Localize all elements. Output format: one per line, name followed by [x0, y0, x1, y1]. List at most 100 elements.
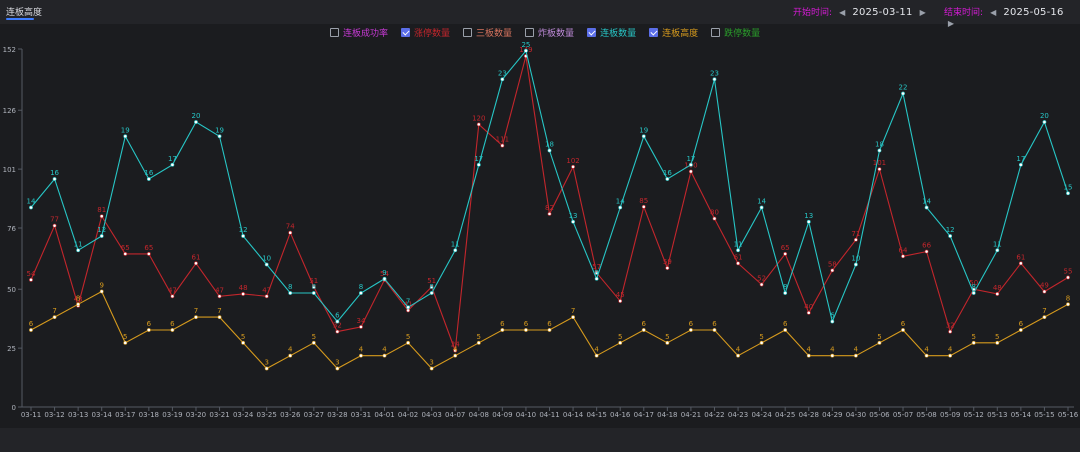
data-label-lianban: 11	[451, 240, 460, 248]
data-point-height	[264, 366, 269, 371]
data-label-lianban: 14	[922, 198, 931, 206]
data-label-height: 5	[312, 333, 316, 341]
prev-start-date-icon[interactable]: ◀	[839, 8, 846, 17]
data-label-lianban: 17	[474, 155, 483, 163]
end-date-value[interactable]: 2025-05-16	[1003, 7, 1064, 18]
data-label-zhangting: 65	[144, 244, 153, 252]
data-point-zhangting	[500, 143, 505, 148]
data-point-height	[689, 328, 693, 332]
data-label-height: 3	[429, 358, 433, 366]
data-label-height: 7	[52, 307, 56, 315]
legend-item-zhaban[interactable]: 炸板数量	[525, 25, 574, 39]
data-label-height: 5	[971, 333, 975, 341]
chart-legend: 连板成功率 涨停数量 三板数量 炸板数量 连板数量 连板高度 跌停数量	[330, 25, 760, 39]
data-label-lianban: 17	[1016, 155, 1025, 163]
data-point-lianban	[712, 77, 717, 82]
data-point-lianban	[335, 319, 340, 324]
data-label-lianban: 11	[993, 240, 1002, 248]
legend-item-sanban[interactable]: 三板数量	[463, 25, 512, 39]
legend-label-zhaban: 炸板数量	[538, 28, 575, 39]
x-tick-label: 04-11	[539, 411, 559, 419]
data-point-lianban	[901, 91, 905, 96]
start-date-value[interactable]: 2025-03-11	[852, 7, 913, 18]
data-point-lianban	[806, 219, 811, 224]
data-label-lianban: 17	[686, 155, 695, 163]
data-point-height	[524, 328, 528, 332]
start-date-picker[interactable]: 开始时间: ◀ 2025-03-11 ▶	[793, 5, 930, 18]
data-label-zhangting: 24	[451, 340, 460, 348]
data-point-height	[52, 315, 57, 320]
legend-item-ratio[interactable]: 连板成功率	[330, 25, 388, 39]
data-label-height: 3	[335, 358, 339, 366]
data-point-height	[571, 315, 575, 320]
legend-checkbox-height[interactable]	[649, 27, 659, 37]
data-label-height: 5	[995, 333, 999, 341]
data-label-height: 6	[783, 320, 788, 328]
legend-checkbox-lianban[interactable]	[587, 27, 597, 37]
x-tick-label: 04-25	[775, 411, 795, 419]
data-point-height	[406, 340, 410, 345]
chart-scroll-bar[interactable]	[0, 428, 1080, 452]
data-point-height	[995, 340, 1000, 345]
legend-item-dieting[interactable]: 跌停数量	[711, 25, 760, 39]
data-label-lianban: 20	[192, 112, 201, 120]
data-label-lianban: 13	[569, 212, 578, 220]
x-tick-label: 03-31	[351, 411, 371, 419]
data-label-lianban: 8	[783, 283, 787, 291]
legend-checkbox-sanban[interactable]	[463, 27, 473, 37]
end-date-picker[interactable]: 结束时间: ◀ 2025-05-16 ▶	[944, 5, 1080, 29]
data-point-height	[665, 340, 670, 345]
data-point-height	[194, 315, 198, 320]
legend-checkbox-zhangting[interactable]	[401, 27, 411, 37]
x-tick-label: 04-21	[681, 411, 701, 419]
data-point-height	[170, 328, 175, 332]
next-start-date-icon[interactable]: ▶	[919, 8, 926, 17]
x-tick-label: 03-24	[233, 411, 254, 419]
tab-lianban-height[interactable]: 连板高度	[6, 8, 43, 18]
x-tick-label: 05-07	[893, 411, 913, 419]
data-label-zhangting: 65	[781, 244, 790, 252]
x-tick-label: 03-28	[327, 411, 347, 419]
x-tick-label: 05-08	[916, 411, 936, 419]
data-label-lianban: 18	[875, 141, 884, 149]
prev-end-date-icon[interactable]: ◀	[990, 8, 997, 17]
data-point-lianban	[288, 291, 293, 295]
data-point-lianban	[1042, 120, 1047, 124]
next-end-date-icon[interactable]: ▶	[947, 19, 955, 28]
data-point-zhangting	[335, 329, 340, 334]
data-point-zhangting	[901, 254, 905, 259]
data-point-height	[1042, 315, 1047, 320]
x-tick-label: 04-18	[657, 411, 677, 419]
data-label-height: 6	[524, 320, 529, 328]
data-point-height	[1066, 302, 1070, 307]
legend-item-height[interactable]: 连板高度	[649, 25, 698, 39]
legend-checkbox-zhaban[interactable]	[525, 27, 535, 37]
data-point-lianban	[924, 205, 929, 210]
data-label-height: 4	[594, 346, 599, 354]
data-label-height: 4	[359, 346, 364, 354]
data-label-zhangting: 61	[1016, 253, 1025, 261]
data-label-zhangting: 61	[192, 253, 201, 261]
data-label-lianban: 23	[710, 69, 719, 77]
x-tick-label: 04-30	[846, 411, 866, 419]
legend-checkbox-ratio[interactable]	[330, 27, 339, 37]
legend-item-zhangting[interactable]: 涨停数量	[401, 25, 450, 39]
data-point-zhangting	[806, 310, 811, 315]
data-label-height: 5	[759, 333, 763, 341]
data-label-height: 6	[1019, 320, 1024, 328]
data-label-lianban: 11	[734, 240, 743, 248]
data-label-height: 7	[571, 307, 575, 315]
x-tick-label: 03-27	[304, 411, 324, 419]
data-label-zhangting: 82	[545, 204, 554, 212]
legend-label-sanban: 三板数量	[476, 28, 513, 39]
x-tick-label: 04-02	[398, 411, 418, 419]
data-label-lianban: 8	[971, 283, 975, 291]
data-label-height: 6	[642, 320, 647, 328]
data-point-lianban	[170, 162, 175, 167]
legend-item-lianban[interactable]: 连板数量	[587, 25, 636, 39]
data-label-height: 4	[453, 346, 458, 354]
data-point-lianban	[453, 248, 458, 253]
data-point-zhangting	[689, 169, 693, 174]
legend-checkbox-dieting[interactable]	[711, 27, 721, 37]
data-point-lianban	[217, 134, 222, 139]
